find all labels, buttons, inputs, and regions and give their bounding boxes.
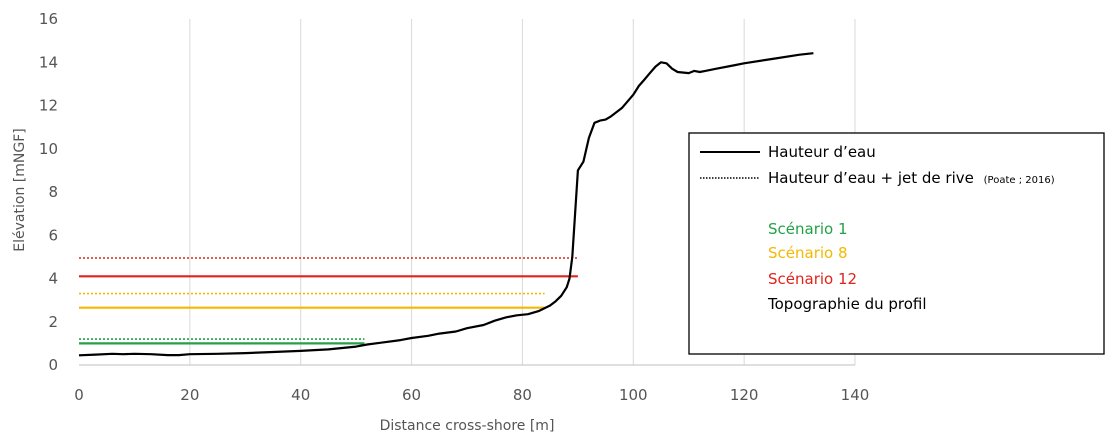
y-axis-label: Elévation [mNGF] [12,128,28,251]
legend-solid-label: Hauteur d’eau [768,143,876,161]
x-tick-label: 0 [74,386,84,404]
legend-dotted-text: Hauteur d’eau + jet de rive [768,169,974,187]
legend-scenario-8: Scénario 8 [768,244,848,262]
legend-dotted-ref: (Poate ; 2016) [984,175,1055,186]
x-axis-label: Distance cross-shore [m] [380,418,555,434]
legend-box [688,132,1105,355]
series-lines [78,52,814,357]
legend-scenario-1: Scénario 1 [768,220,848,238]
x-tick-label: 100 [619,386,648,404]
y-tick-label: 14 [39,53,58,71]
y-tick-label: 2 [48,313,58,331]
x-tick-label: 80 [513,386,532,404]
y-tick-label: 0 [48,356,58,374]
x-tick-label: 140 [841,386,870,404]
legend-scenario-12: Scénario 12 [768,270,857,288]
x-tick-label: 20 [180,386,199,404]
y-tick-label: 16 [39,10,58,28]
y-tick-label: 10 [39,140,58,158]
x-tick-labels: 0 20 40 60 80 100 120 140 [74,386,869,404]
y-tick-labels: 0 2 4 6 8 10 12 14 16 [39,10,58,374]
y-tick-label: 6 [48,226,58,244]
y-tick-label: 8 [48,183,58,201]
y-tick-label: 12 [39,97,58,115]
y-tick-label: 4 [48,270,58,288]
legend-topography: Topographie du profil [767,295,927,313]
x-tick-label: 120 [730,386,759,404]
x-tick-label: 40 [291,386,310,404]
series-line-topographie-du-profil-solid [78,52,814,357]
x-tick-label: 60 [402,386,421,404]
legend-dotted-label: Hauteur d’eau + jet de rive (Poate ; 201… [768,169,1055,187]
legend: Hauteur d’eau Hauteur d’eau + jet de riv… [688,132,1105,355]
